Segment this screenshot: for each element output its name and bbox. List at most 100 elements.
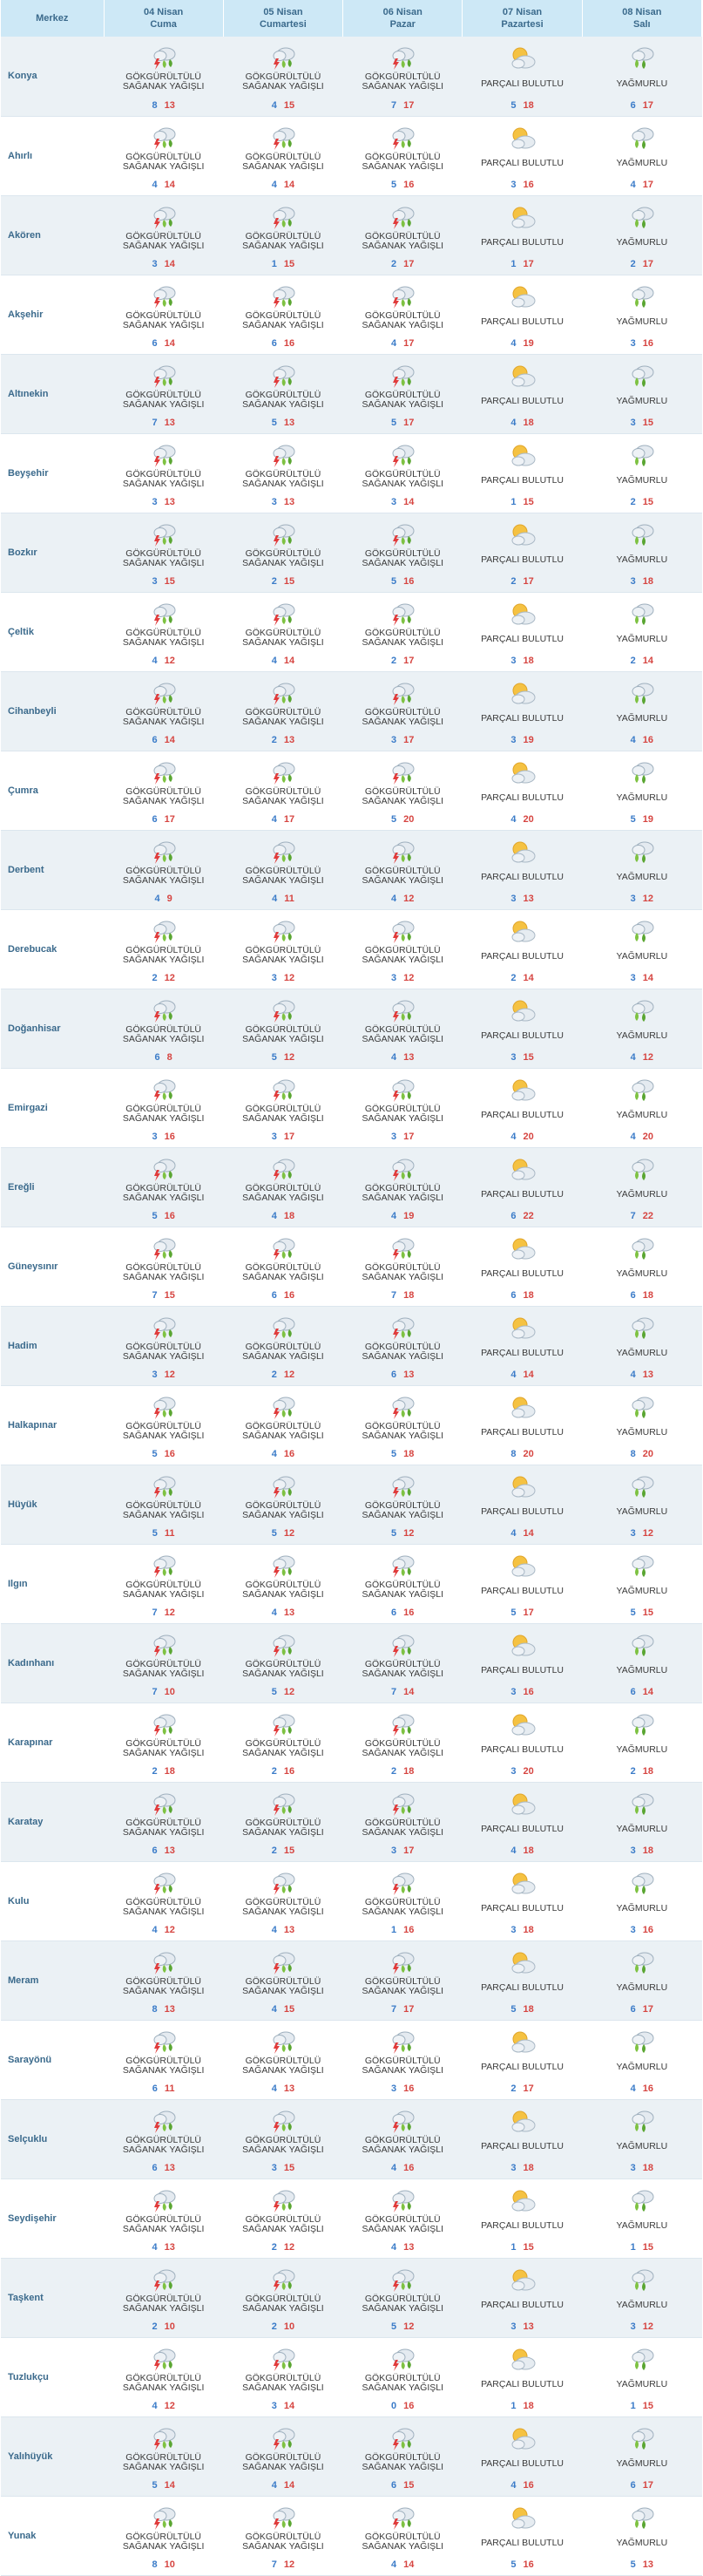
day-forecast-cell: GÖKGÜRÜLTÜLÜ SAĞANAK YAĞIŞLI 2 15: [223, 1782, 343, 1862]
condition-text: PARÇALI BULUTLU: [463, 1421, 582, 1444]
temperature-range: 7 17: [343, 100, 463, 111]
min-temp: 5: [271, 1051, 277, 1063]
city-name[interactable]: Kadınhanı: [1, 1623, 104, 1703]
city-name[interactable]: Altınekin: [1, 354, 104, 434]
max-temp: 15: [164, 1289, 175, 1301]
city-name[interactable]: Bozkır: [1, 513, 104, 593]
rain-icon: [582, 998, 701, 1024]
rain-icon: [582, 1950, 701, 1976]
city-name[interactable]: Sarayönü: [1, 2020, 104, 2100]
max-temp: 17: [403, 655, 415, 666]
min-temp: 8: [630, 1448, 636, 1459]
condition-line-2: SAĞANAK YAĞIŞLI: [362, 1192, 444, 1203]
city-name[interactable]: Halkapınar: [1, 1385, 104, 1465]
city-name[interactable]: Çumra: [1, 751, 104, 831]
temperature-range: 5 16: [104, 1211, 223, 1221]
min-temp: 7: [152, 1289, 158, 1301]
condition-line-1: PARÇALI BULUTLU: [481, 713, 564, 724]
city-name[interactable]: Yunak: [1, 2496, 104, 2576]
max-temp: 18: [523, 2400, 534, 2411]
day-forecast-cell: PARÇALI BULUTLU 3 20: [462, 1703, 583, 1783]
thunderstorm-rain-icon: [104, 205, 223, 231]
day-forecast-cell: PARÇALI BULUTLU 2 17: [462, 513, 583, 593]
thunderstorm-rain-icon: [104, 284, 223, 310]
condition-text: GÖKGÜRÜLTÜLÜ SAĞANAK YAĞIŞLI: [104, 469, 223, 490]
city-name[interactable]: Beyşehir: [1, 433, 104, 513]
day-forecast-cell: PARÇALI BULUTLU 3 18: [462, 2099, 583, 2179]
thunderstorm-rain-icon: [104, 2347, 223, 2373]
city-name[interactable]: Derebucak: [1, 909, 104, 989]
city-name[interactable]: Emirgazi: [1, 1068, 104, 1148]
condition-line-2: SAĞANAK YAĞIŞLI: [122, 398, 205, 410]
condition-line-1: YAĞMURLU: [616, 2379, 668, 2389]
day-forecast-cell: YAĞMURLU 3 14: [582, 909, 702, 989]
day-forecast-cell: YAĞMURLU 2 14: [582, 592, 702, 672]
condition-line-2: SAĞANAK YAĞIŞLI: [122, 2540, 205, 2552]
day-forecast-cell: GÖKGÜRÜLTÜLÜ SAĞANAK YAĞIŞLI 2 12: [104, 909, 224, 989]
city-name[interactable]: Güneysınır: [1, 1227, 104, 1307]
city-name[interactable]: Tuzlukçu: [1, 2337, 104, 2417]
min-temp: 5: [271, 1686, 277, 1697]
day-header: 07 Nisan Pazartesi: [462, 0, 583, 37]
thunderstorm-rain-icon: [343, 1712, 463, 1738]
condition-text: YAĞMURLU: [582, 945, 701, 968]
city-name[interactable]: Karapınar: [1, 1703, 104, 1783]
condition-text: GÖKGÜRÜLTÜLÜ SAĞANAK YAĞIŞLI: [343, 2135, 463, 2156]
condition-line-2: SAĞANAK YAĞIŞLI: [362, 160, 444, 172]
city-name[interactable]: Kulu: [1, 1861, 104, 1941]
city-name[interactable]: Seydişehir: [1, 2178, 104, 2259]
city-name[interactable]: Akşehir: [1, 275, 104, 355]
condition-text: PARÇALI BULUTLU: [463, 1818, 582, 1840]
condition-line-2: SAĞANAK YAĞIŞLI: [362, 1985, 444, 1996]
city-name[interactable]: Hadim: [1, 1306, 104, 1386]
condition-text: PARÇALI BULUTLU: [463, 2373, 582, 2396]
condition-line-1: GÖKGÜRÜLTÜLÜ: [245, 230, 321, 241]
day-forecast-cell: GÖKGÜRÜLTÜLÜ SAĞANAK YAĞIŞLI 4 9: [104, 830, 224, 910]
day-forecast-cell: GÖKGÜRÜLTÜLÜ SAĞANAK YAĞIŞLI 5 12: [223, 989, 343, 1069]
min-temp: 6: [152, 734, 158, 745]
city-name[interactable]: Meram: [1, 1940, 104, 2021]
temperature-range: 8 13: [104, 100, 223, 111]
max-temp: 18: [523, 655, 534, 666]
city-name[interactable]: Taşkent: [1, 2258, 104, 2338]
condition-line-1: GÖKGÜRÜLTÜLÜ: [125, 2372, 202, 2383]
thunderstorm-rain-icon: [343, 45, 463, 71]
condition-line-1: PARÇALI BULUTLU: [481, 951, 564, 962]
condition-line-2: SAĞANAK YAĞIŞLI: [122, 1668, 205, 1679]
min-temp: 4: [271, 1924, 277, 1935]
condition-line-2: SAĞANAK YAĞIŞLI: [362, 954, 444, 965]
day-forecast-cell: YAĞMURLU 6 17: [582, 1940, 702, 2021]
condition-text: GÖKGÜRÜLTÜLÜ SAĞANAK YAĞIŞLI: [223, 390, 342, 411]
condition-text: GÖKGÜRÜLTÜLÜ SAĞANAK YAĞIŞLI: [343, 1421, 463, 1442]
thunderstorm-rain-icon: [223, 681, 342, 707]
temperature-range: 4 17: [343, 338, 463, 349]
forecast-row: Sarayönü GÖKGÜRÜLTÜLÜ SAĞANAK YAĞIŞLI 6 11 GÖ…: [1, 2020, 702, 2100]
thunderstorm-rain-icon: [223, 1157, 342, 1183]
city-name[interactable]: Ereğli: [1, 1147, 104, 1227]
city-name[interactable]: Cihanbeyli: [1, 671, 104, 751]
city-name[interactable]: Çeltik: [1, 592, 104, 672]
condition-line-1: YAĞMURLU: [616, 2538, 668, 2548]
city-name[interactable]: Derbent: [1, 830, 104, 910]
city-name[interactable]: Doğanhisar: [1, 989, 104, 1069]
city-name[interactable]: Konya: [1, 37, 104, 117]
max-temp: 12: [403, 893, 415, 904]
min-temp: 3: [271, 2400, 277, 2411]
condition-line-1: GÖKGÜRÜLTÜLÜ: [125, 230, 202, 241]
temperature-range: 3 16: [104, 1132, 223, 1142]
city-name[interactable]: Hüyük: [1, 1465, 104, 1545]
condition-line-1: GÖKGÜRÜLTÜLÜ: [125, 2213, 202, 2225]
condition-line-2: SAĞANAK YAĞIŞLI: [362, 398, 444, 410]
partly-cloudy-icon: [463, 45, 582, 71]
city-name[interactable]: Akören: [1, 195, 104, 275]
condition-line-2: SAĞANAK YAĞIŞLI: [362, 795, 444, 806]
city-name[interactable]: Yalıhüyük: [1, 2416, 104, 2497]
city-name[interactable]: Selçuklu: [1, 2099, 104, 2179]
min-temp: 6: [271, 337, 277, 349]
city-name[interactable]: Karatay: [1, 1782, 104, 1862]
thunderstorm-rain-icon: [343, 1950, 463, 1976]
city-name[interactable]: Ahırlı: [1, 116, 104, 196]
max-temp: 13: [164, 2162, 175, 2173]
city-name[interactable]: Ilgın: [1, 1544, 104, 1624]
day-forecast-cell: GÖKGÜRÜLTÜLÜ SAĞANAK YAĞIŞLI 1 15: [223, 195, 343, 275]
